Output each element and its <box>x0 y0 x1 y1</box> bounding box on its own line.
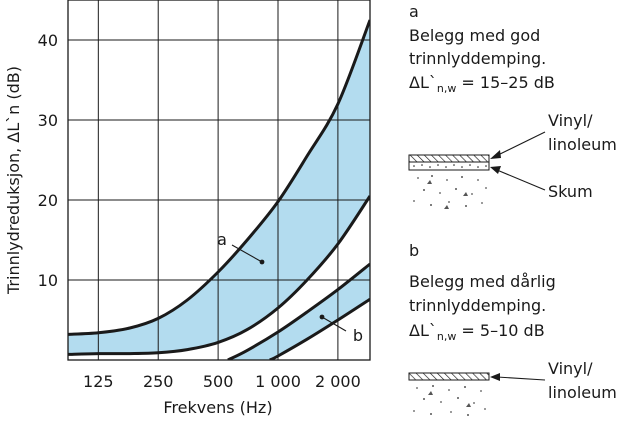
x-tick-label: 1 000 <box>255 372 301 391</box>
band-layer <box>68 20 370 360</box>
legend-b-line1: Belegg med dårlig <box>409 272 556 291</box>
legend-b-formula-sub: n,w <box>437 330 456 343</box>
vinyl-arrowhead-a <box>490 150 501 159</box>
legend-b-letter: b <box>409 241 419 260</box>
legend-a-letter: a <box>409 2 419 21</box>
legend-a-formula: ΔL`n,w = 15–25 dB <box>409 73 555 95</box>
band-b-upper-curve <box>227 262 370 360</box>
band-b-leader-dot <box>319 314 325 320</box>
foam-layer-a <box>408 161 490 171</box>
frequency-chart: 10 20 30 40 125 250 500 1 000 2 000 Frekvens (H… <box>4 0 371 417</box>
legend-a-line1: Belegg med god <box>409 26 540 45</box>
legend-a: a Belegg med god trinnlyddemping. ΔL`n,w… <box>408 2 617 209</box>
x-tick-labels: 125 250 500 1 000 2 000 <box>83 372 361 391</box>
vinyl-layer-b <box>408 372 490 381</box>
band-a-upper-curve <box>68 19 370 336</box>
band-a-label: a <box>217 230 227 249</box>
curve-layer <box>68 19 370 360</box>
band-b-lower-curve <box>269 297 370 360</box>
band-a-leader <box>231 244 263 263</box>
x-tick-label: 2 000 <box>315 372 361 391</box>
legend-b-formula-suffix: = 5–10 dB <box>456 321 544 340</box>
vinyl-layer-a <box>408 154 490 163</box>
legend-a-formula-sub: n,w <box>437 82 456 95</box>
legend-a-formula-prefix: ΔL` <box>409 73 437 92</box>
foam-arrow-a <box>496 169 546 191</box>
grid-layer <box>68 0 370 360</box>
concrete-a <box>413 175 487 209</box>
y-tick-labels: 10 20 30 40 <box>38 31 58 290</box>
concrete-b <box>413 385 486 416</box>
legend-a-formula-suffix: = 15–25 dB <box>456 73 555 92</box>
legend-a-line2: trinnlyddemping. <box>409 49 546 68</box>
band-a-fill <box>68 20 370 355</box>
legend-a-vinyl-label1: Vinyl/ <box>548 111 593 130</box>
band-a-lower-curve <box>68 195 370 356</box>
legend-a-vinyl-label2: linoleum <box>548 135 617 154</box>
y-tick-label: 30 <box>38 111 58 130</box>
x-tick-label: 500 <box>203 372 234 391</box>
plot-frame <box>67 0 371 361</box>
foam-arrowhead-a <box>490 166 501 174</box>
band-b-leader <box>321 316 347 332</box>
legend-b-line2: trinnlyddemping. <box>409 296 546 315</box>
band-b-label: b <box>353 326 363 345</box>
legend-b-vinyl-label2: linoleum <box>548 383 617 402</box>
y-tick-label: 10 <box>38 271 58 290</box>
legend-b-formula: ΔL`n,w = 5–10 dB <box>409 321 545 343</box>
x-tick-label: 125 <box>83 372 114 391</box>
vinyl-arrow-a <box>495 131 546 157</box>
y-tick-label: 20 <box>38 191 58 210</box>
vinyl-arrowhead-b <box>490 373 500 381</box>
x-tick-label: 250 <box>143 372 174 391</box>
y-axis-label: Trinnlydreduksjon, ΔL`n (dB) <box>4 66 23 295</box>
band-b-fill <box>227 264 370 360</box>
foam-dots-a <box>413 164 487 168</box>
layer-diagram-b <box>408 372 490 416</box>
legend-b-vinyl-label1: Vinyl/ <box>548 359 593 378</box>
legend-b: b Belegg med dårlig trinnlyddemping. ΔL`… <box>408 241 617 416</box>
x-axis-label: Frekvens (Hz) <box>163 398 272 417</box>
legend-a-foam-label: Skum <box>548 182 593 201</box>
layer-diagram-a <box>408 154 490 209</box>
vinyl-arrow-b <box>496 376 546 381</box>
y-tick-label: 40 <box>38 31 58 50</box>
legend-b-formula-prefix: ΔL` <box>409 321 437 340</box>
band-a-leader-dot <box>259 259 265 265</box>
